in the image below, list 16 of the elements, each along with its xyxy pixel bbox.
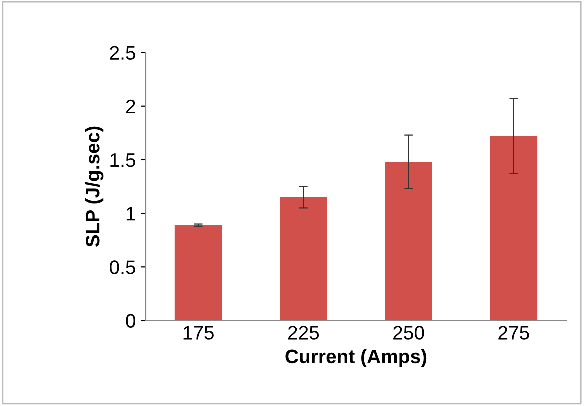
x-tick-label: 175 — [184, 326, 214, 340]
y-axis-title: SLP (J/g.sec) — [85, 126, 104, 248]
y-tick-label: 2.5 — [110, 46, 136, 60]
x-tick-label: 250 — [394, 326, 424, 340]
y-tick-label: 1.5 — [110, 154, 136, 168]
x-axis-title: Current (Amps) — [286, 349, 427, 368]
bar — [490, 136, 538, 321]
bar — [280, 197, 328, 321]
y-tick-label: 2 — [126, 100, 136, 114]
bar — [174, 225, 222, 321]
y-tick-label: 0.5 — [110, 260, 136, 274]
y-tick-label: 0 — [126, 314, 136, 328]
y-tick-label: 1 — [126, 207, 136, 221]
x-tick-label: 225 — [288, 326, 320, 340]
bar — [385, 162, 432, 321]
x-tick-label: 275 — [498, 326, 530, 340]
